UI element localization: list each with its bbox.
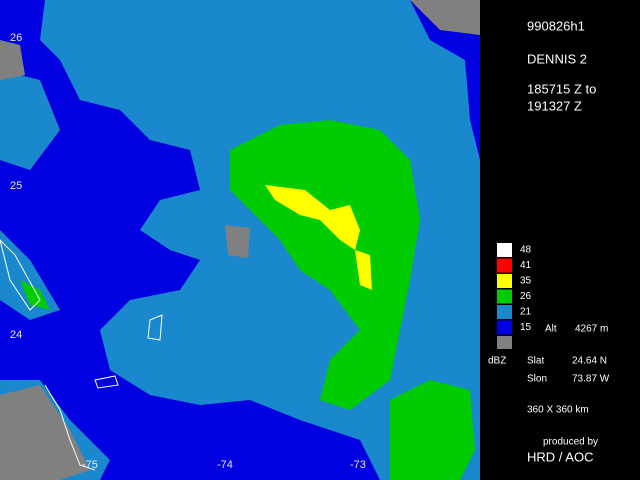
moderate-echo (0, 70, 60, 170)
intense-echo (355, 250, 372, 290)
coastline (147, 314, 163, 341)
land (0, 385, 90, 480)
altitude: 4267 m (575, 324, 608, 335)
land (0, 40, 25, 80)
legend-label: 15 (520, 322, 532, 333)
lat-label: 24 (10, 329, 22, 341)
legend-swatch (497, 336, 512, 349)
land (225, 225, 250, 258)
flight-id: 990826h1 (527, 18, 585, 33)
moderate-echo (0, 230, 60, 320)
time-start: 185715 Z to (527, 81, 596, 96)
slon-label: Slon (527, 374, 547, 385)
heavy-echo (20, 280, 50, 310)
coastline (44, 384, 96, 471)
land (410, 0, 480, 35)
legend-swatch (497, 305, 512, 319)
altitude-label: Alt (545, 324, 557, 335)
lon-label: -75 (82, 459, 98, 471)
lon-label: -73 (350, 459, 366, 471)
credit-line: HRD / AOC (527, 449, 593, 464)
legend-label: 41 (520, 260, 532, 271)
lon-label: -74 (217, 459, 233, 471)
info-panel: 990826h1 DENNIS 2 185715 Z to 191327 Z 4… (488, 18, 610, 464)
slat: 24.64 N (572, 356, 607, 367)
legend-unit: dBZ (488, 356, 506, 367)
slat-label: Slat (527, 356, 544, 367)
legend-swatch (497, 320, 512, 335)
legend-swatch (497, 243, 512, 257)
slon: 73.87 W (572, 374, 610, 385)
lat-label: 26 (10, 32, 22, 44)
intense-echo (265, 185, 360, 250)
coastline (94, 375, 119, 389)
legend-swatch (497, 274, 512, 288)
credit-line: produced by (543, 437, 598, 448)
radar-map: 26 25 24 -75 -74 -73 (0, 0, 480, 480)
legend-label: 26 (520, 291, 532, 302)
coastline (0, 239, 41, 311)
heavy-echo (390, 380, 475, 480)
storm-name: DENNIS 2 (527, 51, 587, 66)
legend-label: 48 (520, 245, 532, 256)
extent: 360 X 360 km (527, 405, 589, 416)
lat-label: 25 (10, 180, 22, 192)
legend-swatch (497, 289, 512, 304)
legend: 48 41 35 26 21 15 (497, 243, 532, 335)
moderate-echo (140, 310, 175, 345)
legend-swatch (497, 258, 512, 273)
legend-label: 35 (520, 276, 532, 287)
time-end: 191327 Z (527, 98, 582, 113)
legend-label: 21 (520, 307, 532, 318)
